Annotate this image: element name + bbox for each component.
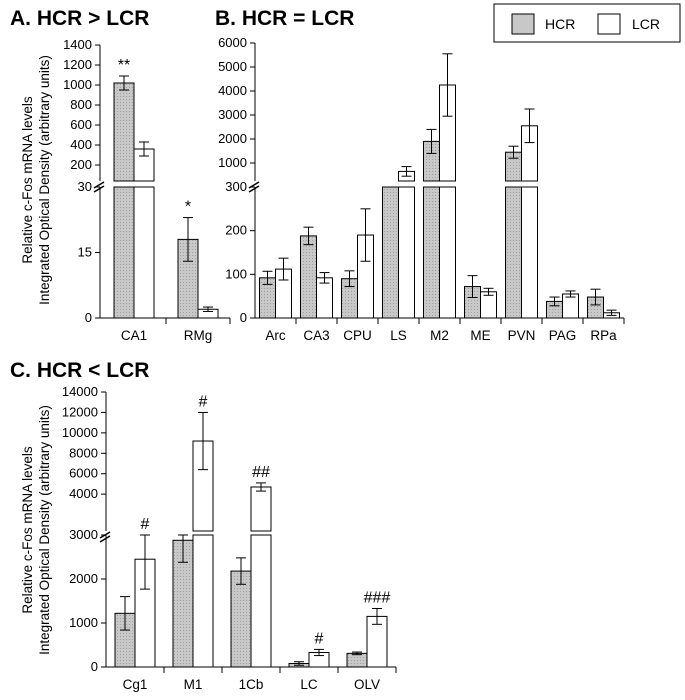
legend: HCR LCR <box>493 3 681 43</box>
panel-b-category-label: M2 <box>430 328 449 343</box>
panel-b-category-label: PVN <box>508 328 536 343</box>
panel-c-ytick-label-lower: 3000 <box>69 527 98 542</box>
panel-a-ytick-label-upper: 400 <box>70 137 92 152</box>
legend-label-hcr: HCR <box>545 16 575 32</box>
panel-b-bar-hcr-lower <box>505 186 522 319</box>
panel-c-bar-lcr-upper <box>250 486 272 532</box>
panel-c-significance-marker: # <box>141 516 150 533</box>
panel-c-category-label: 1Cb <box>239 677 264 692</box>
panel-b-ytick-label-lower: 200 <box>225 223 247 238</box>
panel-c-significance-marker: # <box>199 393 208 410</box>
panel-b-title: B. HCR = LCR <box>215 7 354 30</box>
panel-c-ylabel: Relative c-Fos mRNA levels Integrated Op… <box>20 405 52 655</box>
panel-c-axis-break-2 <box>99 535 111 543</box>
panel-a-ytick-label-upper: 600 <box>70 117 92 132</box>
panel-c-ytick-label-upper: 4000 <box>69 486 98 501</box>
panel-a-ytick-label-lower: 15 <box>78 245 92 260</box>
panel-a-ytick-label-upper: 1000 <box>63 77 92 92</box>
legend-swatch-lcr <box>597 13 621 35</box>
panel-a-ytick-label-upper: 800 <box>70 97 92 112</box>
panel-b-ytick-label-upper: 4000 <box>218 83 247 98</box>
panel-b-category-label: ME <box>470 328 490 343</box>
panel-c-category-label: M1 <box>184 677 203 692</box>
panel-c-significance-marker: ### <box>364 589 391 606</box>
panel-b-category-label: CPU <box>343 328 372 343</box>
panel-c-significance-marker: # <box>315 630 324 647</box>
panel-a-ylabel: Relative c-Fos mRNA levels Integrated Op… <box>20 55 52 305</box>
panel-b-category-label: RPa <box>590 328 617 343</box>
panel-a-category-label: RMg <box>184 328 213 343</box>
panel-b-axis-break-2 <box>248 185 260 193</box>
panel-b-bar-hcr <box>300 235 317 319</box>
panel-a-ytick-label-upper: 1200 <box>63 57 92 72</box>
panel-c-category-label: OLV <box>354 677 380 692</box>
panel-c-bar-lcr-lower <box>250 534 272 668</box>
panel-b-category-label: PAG <box>549 328 577 343</box>
panel-c-ytick-label-upper: 10000 <box>62 425 98 440</box>
panel-b-bar-lcr-lower <box>398 186 415 319</box>
panel-c-ytick-label-lower: 2000 <box>69 571 98 586</box>
panel-a-significance-marker: * <box>185 199 191 216</box>
panel-b-bar-lcr <box>562 293 579 319</box>
panel-b-ytick-label-lower: 100 <box>225 266 247 281</box>
panel-b-category-label: LS <box>390 328 407 343</box>
panel-c-ylabel-line2: Integrated Optical Density (arbitrary un… <box>37 405 52 655</box>
panel-c-category-label: Cg1 <box>123 677 148 692</box>
panel-a-category-label: CA1 <box>121 328 147 343</box>
panel-c-ytick-label-lower: 1000 <box>69 615 98 630</box>
panel-b-ytick-label-upper: 5000 <box>218 59 247 74</box>
panel-c-significance-marker: ## <box>252 464 270 481</box>
panel-c-ytick-label-upper: 6000 <box>69 466 98 481</box>
panel-b-bar-lcr-lower <box>439 186 456 319</box>
panel-a-significance-marker: ** <box>118 57 130 74</box>
panel-c-bar-hcr <box>346 652 368 668</box>
panel-c-ytick-label-lower: 0 <box>91 659 98 674</box>
panel-a-bar-hcr-lower <box>113 186 135 319</box>
panel-a-ytick-label-upper: 200 <box>70 157 92 172</box>
legend-label-lcr: LCR <box>632 16 660 32</box>
panel-a-bar-lcr-lower <box>133 186 155 319</box>
panel-b-ytick-label-upper: 6000 <box>218 35 247 50</box>
panel-b-ytick-label-upper: 2000 <box>218 131 247 146</box>
panel-c-bar-hcr <box>230 570 252 668</box>
panel-a-ytick-label-upper: 1400 <box>63 37 92 52</box>
panel-b-ytick-label-upper: 3000 <box>218 107 247 122</box>
panel-a-ylabel-line1: Relative c-Fos mRNA levels <box>20 96 35 264</box>
panel-a-ytick-label-lower: 30 <box>78 179 92 194</box>
panel-b-ytick-label-lower: 0 <box>240 310 247 325</box>
panel-b-bar-hcr-lower <box>423 186 440 319</box>
panel-c-category-label: LC <box>300 677 318 692</box>
panel-b-ytick-label-upper: 1000 <box>218 155 247 170</box>
panel-b-ytick-label-lower: 300 <box>225 179 247 194</box>
panel-c-ytick-label-upper: 14000 <box>62 384 98 399</box>
panel-b-category-label: Arc <box>265 328 286 343</box>
panel-a-ytick-label-lower: 0 <box>85 310 92 325</box>
panel-b-bar-hcr <box>382 186 399 319</box>
legend-swatch-hcr <box>511 13 535 35</box>
panel-b-bar-lcr <box>316 277 333 319</box>
panel-a-bar-hcr-upper <box>113 82 135 182</box>
panel-a-title: A. HCR > LCR <box>10 7 149 30</box>
panel-b-chart: 0 100 200 300 1000 2000 3000 4000 5000 6000 Arc CA3… <box>218 35 625 343</box>
panel-c-title: C. HCR < LCR <box>10 359 149 382</box>
panel-a-ylabel-line2: Integrated Optical Density (arbitrary un… <box>37 55 52 305</box>
panel-c-chart: 0 1000 2000 3000 4000 6000 8000 10000 12000 14000… <box>62 384 397 692</box>
panel-c-ytick-label-upper: 12000 <box>62 404 98 419</box>
panel-b-bar-lcr-lower <box>521 186 538 319</box>
panel-a-chart: 0 15 30 200 400 600 800 1000 1200 1400 CA1 ** RMg * <box>63 37 231 343</box>
panel-a-axis-break-2 <box>93 185 105 193</box>
panel-c-bar-lcr-lower <box>192 534 214 668</box>
panel-c-ytick-label-upper: 8000 <box>69 445 98 460</box>
panel-b-category-label: CA3 <box>303 328 329 343</box>
panel-c-ylabel-line1: Relative c-Fos mRNA levels <box>20 446 35 614</box>
